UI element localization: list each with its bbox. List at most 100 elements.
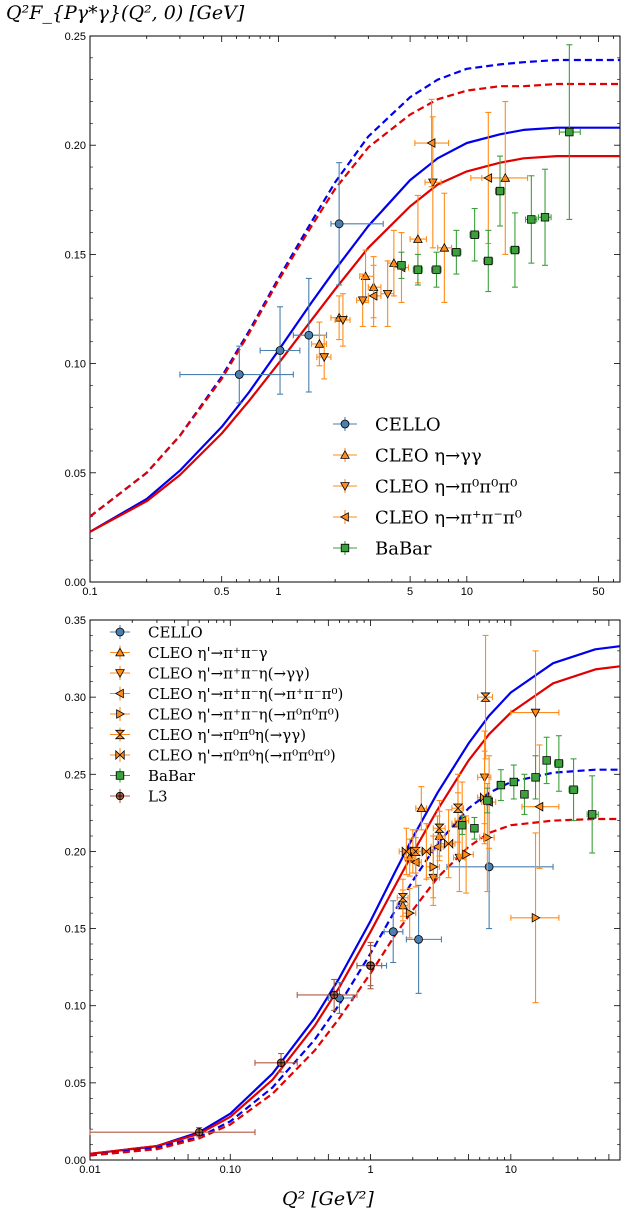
data-point [554, 759, 564, 768]
series-2 [316, 116, 442, 380]
y-tick-label: 0.25 [65, 769, 86, 781]
data-point [569, 785, 578, 794]
legend-marker [115, 669, 125, 679]
data-point [234, 370, 244, 379]
data-point [319, 353, 330, 363]
legend-label: CLEO η→γγ [375, 445, 482, 466]
x-tick-label: 0.01 [79, 1164, 100, 1176]
data-point [510, 245, 520, 255]
legend-marker [114, 688, 124, 699]
data-point [443, 838, 454, 849]
data-point [452, 803, 464, 813]
data-point [275, 346, 285, 355]
y-tick-label: 0.20 [65, 140, 86, 152]
legend-marker [115, 647, 125, 657]
legend: CELLO CLEO η'→π⁺π⁻γ CLEO η'→π⁺π⁻η(→γγ) CLEO… [110, 623, 343, 805]
data-point [334, 219, 344, 229]
legend-label: CLEO η'→π⁺π⁻η(→γγ) [148, 664, 310, 682]
data-point [565, 127, 574, 137]
chart-panel-2: 0.01 0.10 1 10 0.00 0.05 0.10 0.15 0.20 0.25 0.30 0… [65, 615, 621, 1176]
y-tick-label: 0.05 [65, 468, 86, 480]
data-point [470, 230, 479, 239]
legend-label: CLEO η'→π⁺π⁻η(→π⁰π⁰π⁰) [148, 705, 340, 723]
legend-marker [339, 512, 349, 522]
data-point [439, 242, 450, 252]
legend-label: CLEO η'→π⁰π⁰η(→γγ) [148, 726, 306, 744]
data-point [587, 810, 597, 819]
legend-marker [115, 627, 125, 637]
data-point [401, 846, 411, 857]
data-point [414, 934, 423, 944]
legend-label: CLEO η→π⁺π⁻π⁰ [375, 507, 522, 528]
theory-curve-4 [89, 82, 620, 518]
data-point [484, 862, 494, 872]
data-point [427, 178, 438, 188]
legend-marker [115, 749, 125, 761]
data-point [530, 708, 541, 718]
data-point [304, 330, 314, 340]
data-point [421, 846, 431, 857]
data-point-cross [330, 991, 338, 999]
x-tick-label: 1 [275, 586, 281, 598]
legend-label: CLEO η'→π⁺π⁻η(→π⁺π⁻π⁰) [148, 685, 343, 703]
data-point [426, 138, 436, 148]
data-point-cross [366, 961, 375, 970]
plot-frame [89, 35, 621, 583]
x-tick-label: 1 [367, 1164, 373, 1176]
x-tick-label: 50 [592, 586, 604, 598]
series-4 [397, 44, 581, 293]
y-tick-label: 0.15 [65, 924, 86, 936]
data-point [434, 823, 445, 833]
y-tick-label: 0.15 [65, 249, 86, 261]
data-point [368, 291, 378, 301]
legend-marker [340, 419, 350, 429]
legend-label: CELLO [148, 623, 203, 641]
data-point [483, 173, 493, 183]
data-point [405, 908, 415, 919]
series-3 [367, 98, 506, 328]
data-point [458, 821, 467, 830]
data-point [527, 215, 536, 224]
data-point [531, 912, 541, 923]
data-point [531, 773, 540, 782]
data-point [410, 846, 421, 857]
data-point [462, 849, 472, 860]
data-point [397, 893, 409, 903]
y-tick-label: 0.00 [65, 1155, 86, 1167]
legend: CELLO CLEO η→γγ CLEO η→π⁰π⁰π⁰ CLEO η→π⁺π⁻π⁰… [333, 414, 522, 559]
theory-curve-2 [89, 155, 620, 533]
legend-label: CLEO η→π⁰π⁰π⁰ [375, 476, 517, 497]
legend-marker [115, 771, 125, 780]
data-point [534, 801, 544, 812]
series-4 [402, 782, 560, 1004]
data-point [357, 296, 368, 306]
data-point [509, 777, 518, 787]
legend-label: L3 [148, 787, 168, 805]
y-tick-label: 0.25 [65, 31, 86, 43]
data-point [495, 186, 505, 196]
data-point [540, 213, 550, 222]
x-tick-label: 0.1 [82, 586, 97, 598]
data-point [432, 265, 441, 274]
series-0 [179, 162, 384, 404]
legend-label: CLEO η'→π⁰π⁰η(→π⁰π⁰π⁰) [148, 746, 336, 764]
y-tick-label: 0.35 [65, 615, 86, 627]
legend-marker [340, 449, 350, 459]
data-point-cross [277, 1059, 285, 1067]
data-point [413, 234, 423, 243]
legend-marker [116, 709, 126, 719]
data-point [382, 289, 393, 299]
legend-label: CLEO η'→π⁺π⁻γ [148, 644, 268, 662]
data-point [452, 248, 461, 257]
legend-label: CELLO [375, 414, 441, 435]
series-8 [89, 941, 383, 1138]
data-point [338, 316, 348, 325]
legend-marker-cross [116, 792, 124, 800]
y-axis-label: Q²F_{Pγ*γ}(Q², 0) [GeV] [6, 2, 245, 24]
x-tick-label: 10 [461, 586, 473, 598]
legend-marker [340, 482, 350, 492]
data-point [483, 796, 492, 805]
legend-label: BaBar [148, 767, 196, 785]
data-point [388, 927, 398, 937]
data-point [429, 861, 439, 872]
